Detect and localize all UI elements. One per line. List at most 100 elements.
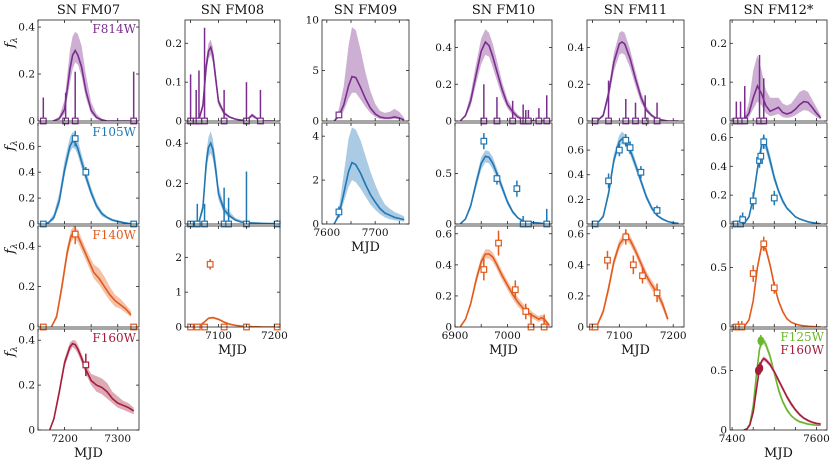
point-marker <box>480 266 488 273</box>
y-tick-label: 0.4 <box>18 241 35 253</box>
data-point <box>193 203 201 228</box>
data-point <box>770 281 778 294</box>
axes-frame <box>454 19 553 122</box>
point-marker <box>760 138 768 146</box>
point-marker <box>629 261 637 269</box>
y-axis-label-symbol: f <box>3 41 18 49</box>
y-tick-label: 0.2 <box>18 193 35 205</box>
panel-title: SN FM11 <box>604 3 667 18</box>
y-tick-label: 4 <box>312 131 319 143</box>
data-point <box>480 133 488 150</box>
model-uncertainty-band <box>740 242 821 327</box>
point-marker <box>480 137 488 145</box>
model-curve <box>592 236 669 327</box>
point-marker <box>335 111 343 119</box>
y-axis-label-symbol: f <box>3 144 18 152</box>
data-point <box>522 303 530 320</box>
data-point <box>738 321 746 331</box>
y-tick-label: 0.4 <box>18 22 35 34</box>
panel-snfm12-row1: 0 0.2 0.4 0.6 <box>710 122 828 231</box>
data-point <box>335 111 343 119</box>
axes-frame <box>586 19 685 122</box>
y-axis-label-subscript: λ <box>10 37 20 44</box>
y-tick-label: 0 <box>28 322 35 334</box>
y-tick-label: 0 <box>312 219 319 231</box>
plot-area <box>333 27 405 121</box>
y-tick-label: 0 <box>720 219 727 231</box>
y-tick-label: 0 <box>445 322 452 334</box>
data-point <box>513 180 521 197</box>
x-tick-label: 7600 <box>803 433 830 445</box>
data-point <box>749 265 757 282</box>
y-tick-label: 0.2 <box>18 380 35 392</box>
plot-area <box>592 232 669 327</box>
point-marker <box>760 240 768 248</box>
data-point <box>480 258 488 281</box>
y-tick-label: 10 <box>306 15 319 27</box>
panel-snfm12-row2: 00.5 <box>710 225 828 334</box>
axes-frame <box>184 122 281 225</box>
data-point <box>760 134 768 149</box>
point-marker <box>71 135 79 142</box>
model-uncertainty-band <box>460 29 550 121</box>
point-marker <box>637 168 645 176</box>
point-marker <box>653 207 661 214</box>
y-tick-label: 5 <box>312 65 319 77</box>
axes-frame <box>37 19 140 122</box>
plot-area <box>50 226 132 327</box>
model-uncertainty-band <box>460 249 550 327</box>
band-label: F160W <box>92 331 136 345</box>
data-point <box>493 172 501 185</box>
model-curve <box>743 357 821 430</box>
y-tick-label: 0.1 <box>710 77 727 89</box>
y-tick-label: 0.4 <box>567 259 584 271</box>
y-tick-label: 2 <box>175 252 182 264</box>
panel-snfm09-row0: 0 5 10 <box>306 15 410 128</box>
axes-frame <box>37 328 140 431</box>
y-tick-label: 0.6 <box>710 132 727 144</box>
y-tick-label: 0.2 <box>567 290 584 302</box>
plot-area <box>193 39 275 121</box>
model-uncertainty-band <box>43 132 137 224</box>
data-point <box>605 173 612 189</box>
band-label: F140W <box>92 228 136 242</box>
axes-frame <box>586 225 685 328</box>
y-tick-label: 0.6 <box>567 145 584 157</box>
y-tick-label: 0.4 <box>567 169 584 181</box>
x-axis-label: MJD <box>218 343 247 358</box>
panel-title: SN FM08 <box>201 3 264 18</box>
y-tick-label: 0.2 <box>435 290 452 302</box>
y-tick-label: 0.1 <box>165 77 182 89</box>
y-axis-label-subscript: λ <box>10 346 20 353</box>
data-point <box>495 230 502 256</box>
plot-area <box>459 29 550 121</box>
point-marker <box>639 272 646 280</box>
band-label: F160W <box>780 343 824 357</box>
plot-area <box>740 242 821 327</box>
panel-snfm11-row1: 0 0.2 0.4 0.6 <box>567 122 685 231</box>
point-marker <box>757 152 765 160</box>
data-point <box>195 70 203 125</box>
data-point <box>71 226 79 245</box>
y-axis-label-subscript: λ <box>10 243 20 250</box>
panel-snfm12-row0: 0 0.1 0.2 <box>710 19 828 128</box>
panel-title: SN FM12* <box>744 3 814 18</box>
data-point <box>741 86 749 125</box>
x-tick-label: 7100 <box>606 330 633 342</box>
model-curve <box>743 339 821 430</box>
y-tick-label: 0 <box>577 219 584 231</box>
model-curve <box>592 41 679 121</box>
model-curve <box>333 75 405 121</box>
y-tick-label: 0.2 <box>165 38 182 50</box>
y-tick-label: 0.4 <box>435 259 452 271</box>
data-point <box>39 97 47 125</box>
y-tick-label: 0.5 <box>710 262 727 274</box>
x-tick-label: 7200 <box>660 330 687 342</box>
y-tick-label: 0 <box>28 425 35 437</box>
data-point <box>82 353 90 377</box>
point-marker <box>513 185 521 193</box>
y-tick-label: 0.2 <box>18 281 35 293</box>
panel-title: SN FM09 <box>334 3 397 18</box>
